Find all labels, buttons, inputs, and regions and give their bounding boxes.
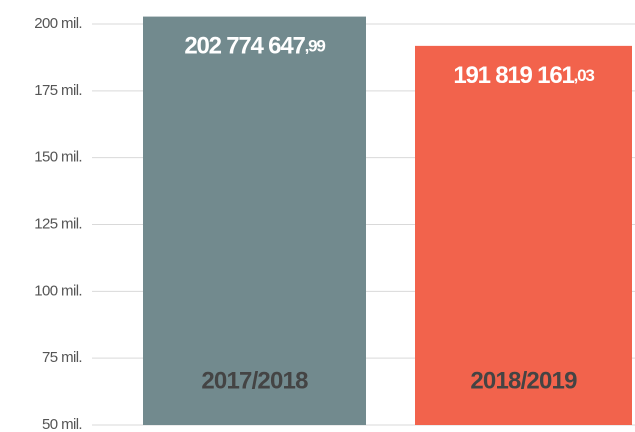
category-label: 2018/2019 — [470, 367, 577, 394]
y-tick-label: 125 mil. — [34, 215, 82, 232]
y-tick-label: 175 mil. — [34, 82, 82, 99]
y-tick-label: 50 mil. — [42, 416, 82, 432]
value-label: 191 819 161,03 — [453, 62, 594, 89]
bar — [415, 45, 632, 425]
value-label: 202 774 647,99 — [184, 33, 325, 60]
y-tick-label: 150 mil. — [34, 149, 82, 166]
y-tick-label: 100 mil. — [34, 282, 82, 299]
y-tick-label: 75 mil. — [42, 349, 82, 366]
y-tick-label: 200 mil. — [34, 15, 82, 32]
bar — [143, 16, 366, 426]
category-label: 2017/2018 — [201, 367, 308, 394]
